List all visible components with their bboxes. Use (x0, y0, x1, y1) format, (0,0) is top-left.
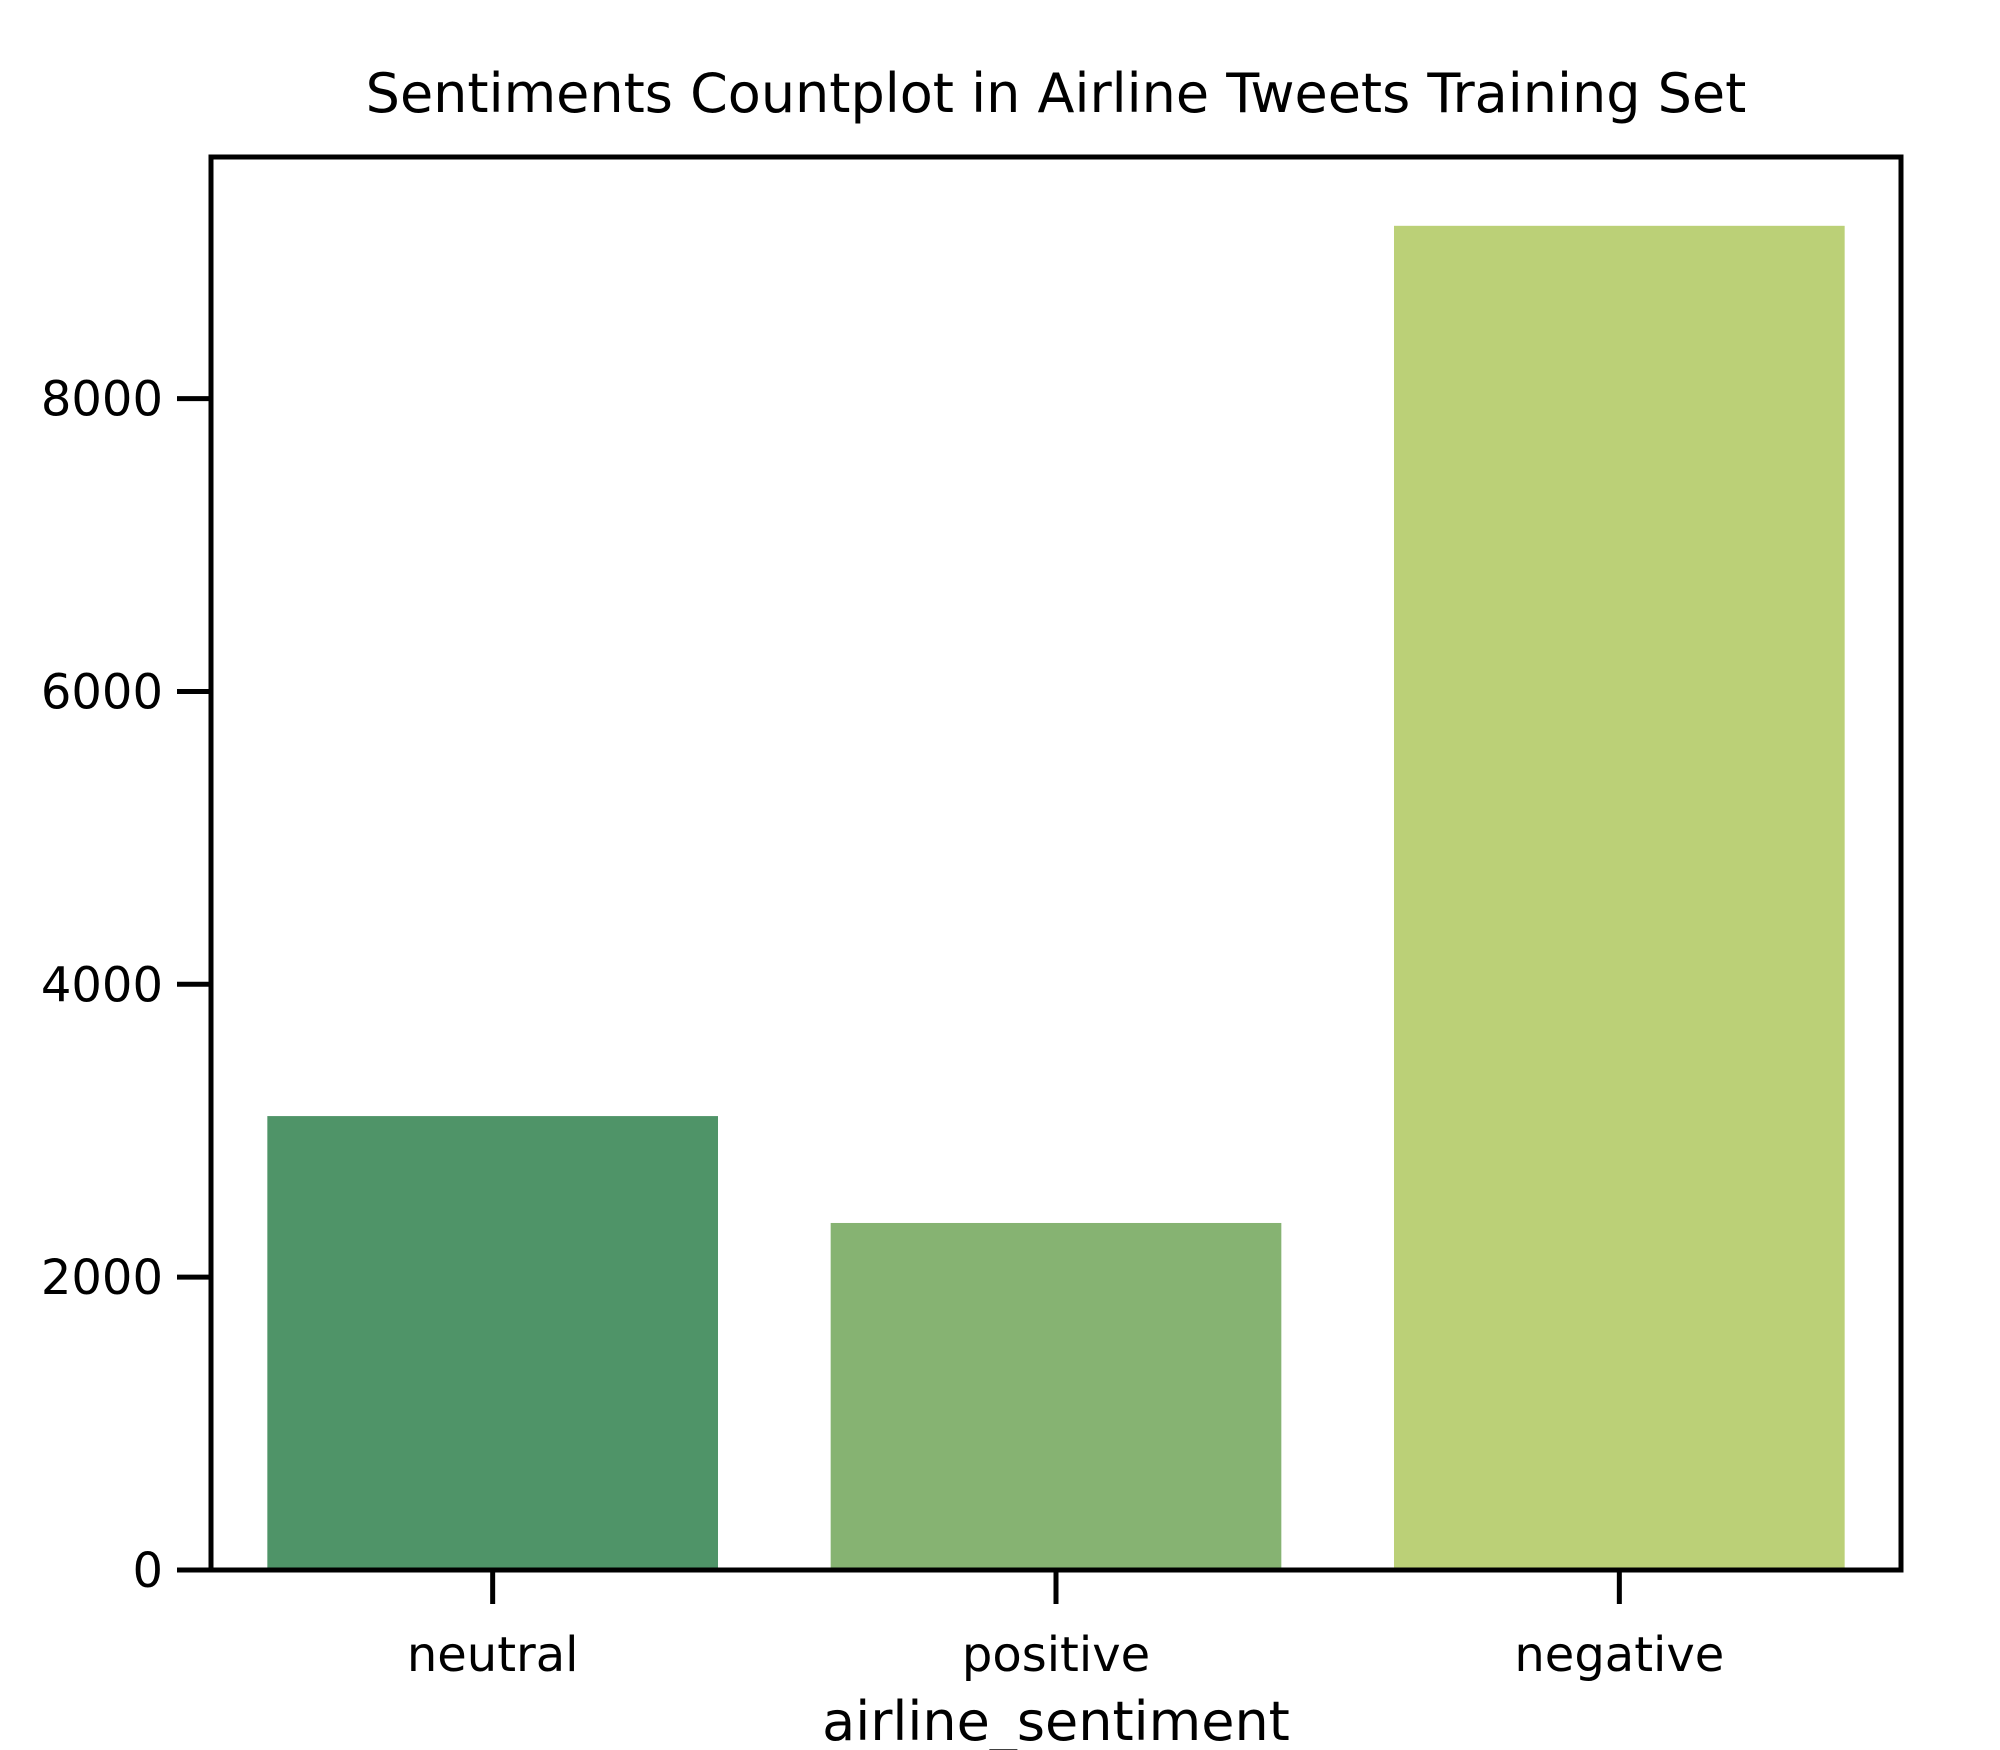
bar-negative (1394, 225, 1845, 1570)
y-tick-label-2000: 2000 (41, 1250, 163, 1306)
bar-positive (830, 1222, 1282, 1570)
x-axis-label: airline_sentiment (822, 1690, 1290, 1750)
x-axis-ticks: neutral positive negative (407, 1570, 1724, 1683)
x-tick-label-negative: negative (1514, 1627, 1724, 1683)
y-axis-ticks: 0 2000 4000 6000 8000 (41, 372, 211, 1599)
y-tick-label-6000: 6000 (41, 664, 163, 720)
plot-area-frame (208, 154, 1904, 1573)
y-tick-label-4000: 4000 (41, 957, 163, 1013)
y-tick-label-8000: 8000 (41, 372, 163, 428)
x-tick-label-positive: positive (962, 1627, 1150, 1683)
bars-group (267, 225, 1845, 1570)
chart-title: Sentiments Countplot in Airline Tweets T… (366, 62, 1747, 125)
x-tick-label-neutral: neutral (407, 1627, 579, 1683)
bar-neutral (267, 1116, 718, 1570)
y-tick-label-0: 0 (132, 1543, 163, 1599)
